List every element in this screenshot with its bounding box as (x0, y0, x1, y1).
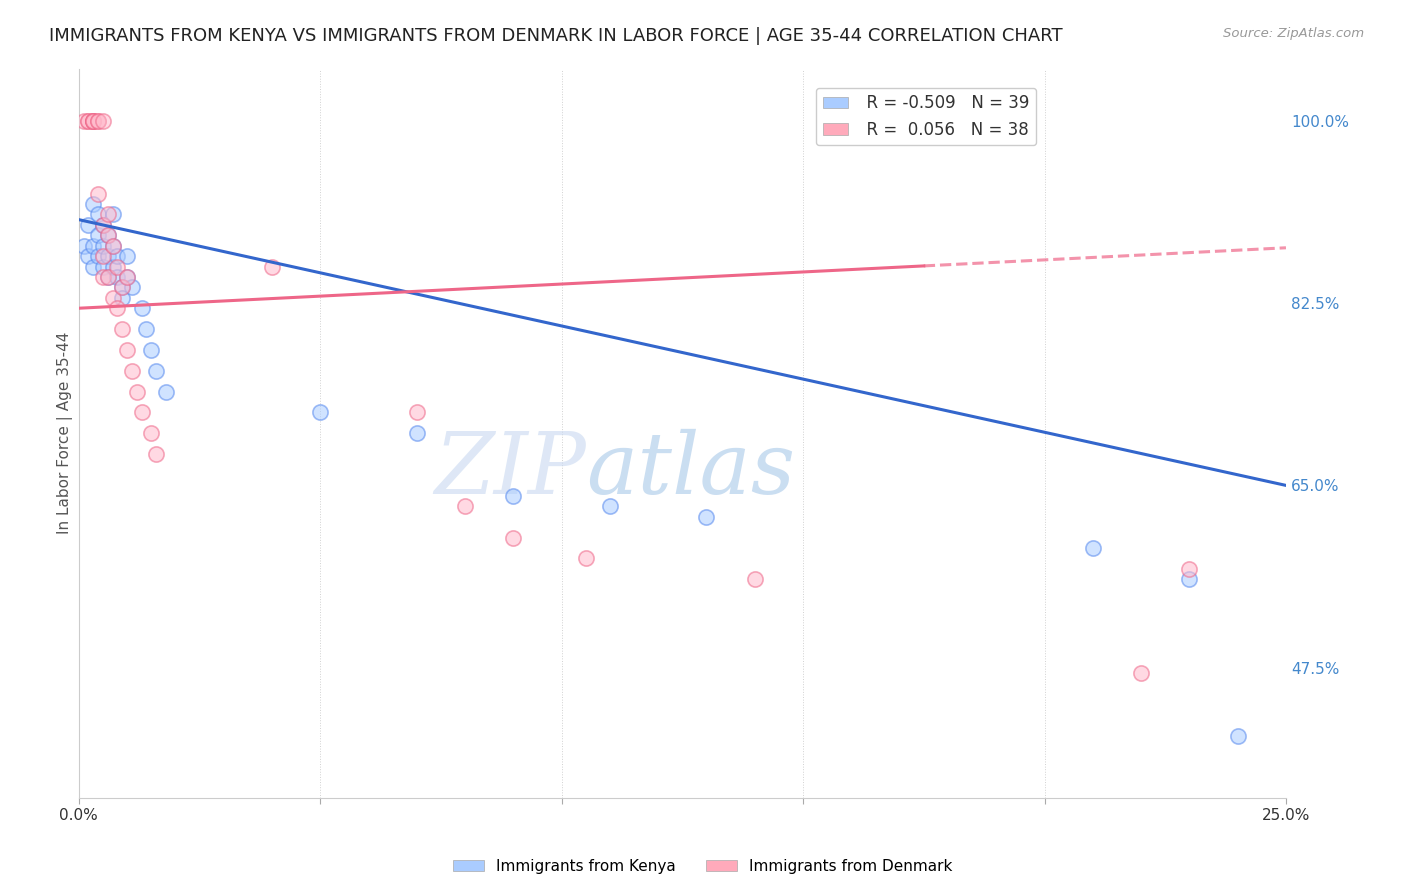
Point (309, 405, 332, 419)
Point (105, 269, 128, 284)
Point (111, 280, 134, 294)
Point (260, 260, 283, 274)
Point (87, 113, 110, 128)
Point (97, 228, 120, 243)
Text: ZIP: ZIP (434, 428, 586, 511)
Text: atlas: atlas (586, 428, 794, 511)
Point (97, 269, 120, 284)
Point (405, 405, 427, 419)
Point (77, 218, 100, 232)
Point (125, 384, 148, 399)
Point (77, 113, 100, 128)
Point (141, 343, 163, 357)
Point (91, 218, 114, 232)
Y-axis label: In Labor Force | Age 35-44: In Labor Force | Age 35-44 (58, 332, 73, 534)
Point (91, 218, 114, 232)
Point (145, 447, 167, 461)
Point (1178, 562, 1201, 576)
Point (105, 301, 128, 316)
Point (91, 260, 114, 274)
Point (101, 238, 124, 252)
Point (77, 249, 100, 263)
Legend:   R = -0.509   N = 39,   R =  0.056   N = 38: R = -0.509 N = 39, R = 0.056 N = 38 (815, 87, 1036, 145)
Point (1178, 572, 1201, 586)
Point (91, 113, 114, 128)
Point (87, 113, 110, 128)
Point (82, 197, 104, 211)
Point (141, 426, 163, 441)
Point (77, 113, 100, 128)
Point (82, 260, 104, 274)
Point (82, 113, 104, 128)
Point (97, 228, 120, 243)
Point (502, 489, 524, 503)
Point (115, 269, 138, 284)
Point (101, 291, 124, 305)
Point (82, 113, 104, 128)
Point (1081, 541, 1104, 555)
Point (87, 249, 110, 263)
Point (135, 322, 157, 336)
Point (82, 113, 104, 128)
Point (1130, 665, 1153, 680)
Point (105, 249, 128, 263)
Point (101, 207, 124, 221)
Point (131, 301, 153, 316)
Point (87, 228, 110, 243)
Legend: Immigrants from Kenya, Immigrants from Denmark: Immigrants from Kenya, Immigrants from D… (447, 853, 959, 880)
Text: IMMIGRANTS FROM KENYA VS IMMIGRANTS FROM DENMARK IN LABOR FORCE | AGE 35-44 CORR: IMMIGRANTS FROM KENYA VS IMMIGRANTS FROM… (49, 27, 1063, 45)
Point (87, 186, 110, 201)
Point (131, 405, 153, 419)
Point (502, 531, 524, 545)
Point (744, 572, 766, 586)
Point (72, 238, 94, 252)
Point (115, 269, 138, 284)
Point (145, 364, 167, 378)
Point (91, 269, 114, 284)
Point (82, 238, 104, 252)
Point (121, 280, 143, 294)
Point (101, 260, 124, 274)
Point (91, 238, 114, 252)
Point (575, 551, 598, 566)
Point (936, 113, 959, 128)
Point (111, 322, 134, 336)
Point (115, 343, 138, 357)
Point (115, 249, 138, 263)
Point (454, 500, 477, 514)
Point (599, 500, 621, 514)
Point (405, 426, 427, 441)
Point (101, 238, 124, 252)
Point (97, 249, 120, 263)
Point (97, 207, 120, 221)
Point (695, 509, 717, 524)
Point (111, 280, 134, 294)
Point (1226, 729, 1249, 743)
Point (97, 269, 120, 284)
Point (121, 364, 143, 378)
Point (105, 260, 128, 274)
Point (91, 249, 114, 263)
Point (72, 113, 94, 128)
Text: Source: ZipAtlas.com: Source: ZipAtlas.com (1223, 27, 1364, 40)
Point (155, 384, 177, 399)
Point (82, 113, 104, 128)
Point (111, 291, 134, 305)
Point (87, 207, 110, 221)
